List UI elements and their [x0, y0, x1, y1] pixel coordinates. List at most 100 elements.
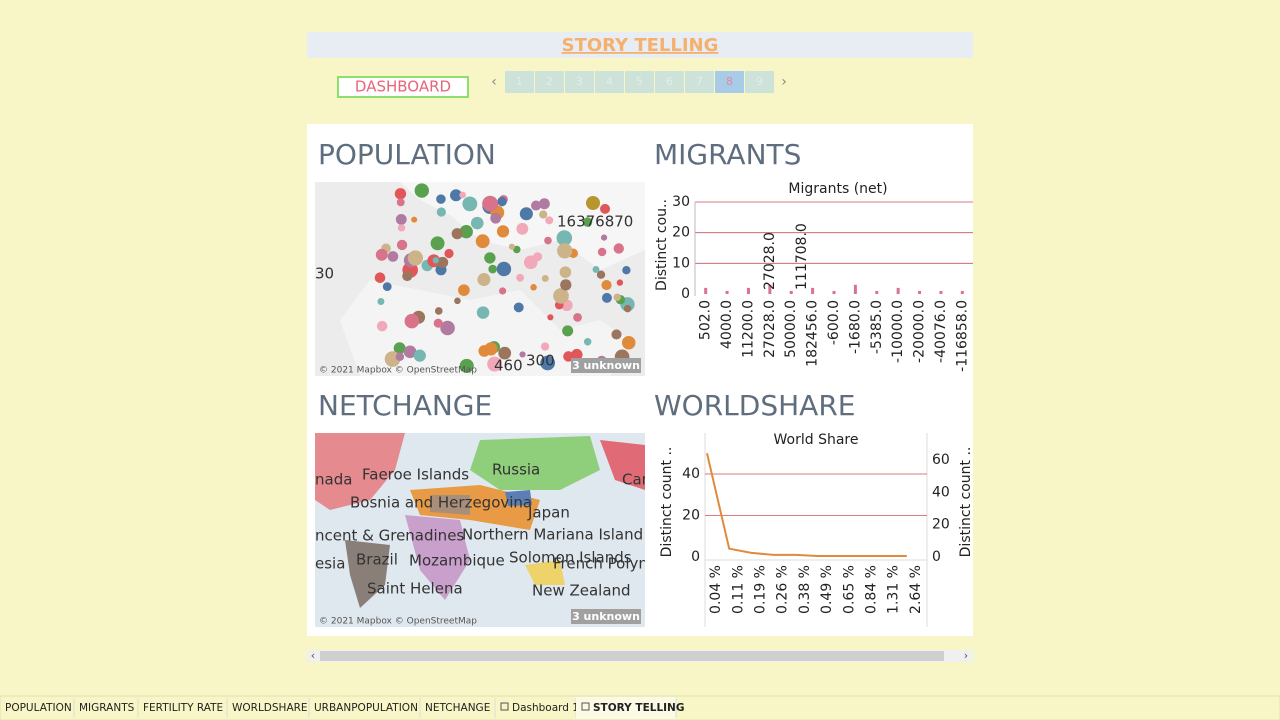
tab[interactable]: POPULATION — [5, 702, 72, 714]
tab-active[interactable] — [576, 697, 676, 719]
map-label: 30 — [315, 265, 334, 283]
x-tick-label: 4000.0 — [719, 300, 735, 349]
tab[interactable]: NETCHANGE — [425, 702, 490, 714]
tab-icon — [581, 702, 590, 711]
map-bubble — [616, 279, 624, 286]
tab[interactable]: FERTILITY RATE — [143, 702, 223, 714]
tab[interactable]: MIGRANTS — [79, 702, 135, 714]
x-tick-label: 0.11 % — [730, 565, 746, 614]
scroll-left[interactable]: ‹ — [311, 649, 315, 662]
country — [405, 515, 470, 600]
x-tick-label: 0.26 % — [775, 565, 791, 614]
x-tick-label: 502.0 — [698, 300, 714, 340]
scrollbar-thumb[interactable] — [320, 651, 944, 661]
scroll-right[interactable]: › — [964, 649, 968, 662]
y2-axis-label: Distinct count .. — [958, 447, 974, 558]
page-number[interactable]: 2 — [546, 75, 553, 88]
tab[interactable]: WORLDSHARE — [232, 702, 308, 714]
map-bubble — [459, 358, 474, 374]
map-bubble — [586, 196, 600, 210]
x-tick-label: 1.31 % — [886, 565, 902, 614]
x-tick-label: 0.84 % — [864, 565, 880, 614]
x-tick-label: -10000.0 — [890, 300, 906, 363]
map-bubble — [397, 224, 406, 232]
page-number[interactable]: 8 — [726, 75, 733, 88]
map-bubble — [434, 307, 443, 315]
bar — [960, 290, 964, 294]
page-button[interactable] — [655, 71, 684, 93]
page-number[interactable]: 5 — [636, 75, 643, 88]
map-bubble — [393, 342, 406, 355]
page-button[interactable] — [715, 71, 744, 93]
page-number[interactable]: 9 — [756, 75, 763, 88]
tab[interactable]: URBANPOPULATION — [314, 702, 418, 714]
page-button[interactable] — [565, 71, 594, 93]
unknown-label[interactable]: 3 unknown — [572, 610, 640, 623]
tab[interactable]: STORY TELLING — [593, 702, 684, 714]
map-bubble — [433, 318, 443, 328]
y-tick-label: 10 — [672, 255, 690, 271]
country — [505, 490, 532, 506]
bar — [768, 284, 772, 294]
x-tick-label: 27028.0 — [762, 300, 778, 358]
dashboard-button-label[interactable]: DASHBOARD — [355, 78, 451, 96]
country — [600, 440, 645, 490]
page-button[interactable] — [745, 71, 774, 93]
page-button[interactable] — [505, 71, 534, 93]
map-bubble — [377, 298, 385, 306]
bar — [704, 287, 708, 294]
annotation: 111708.0 — [794, 223, 810, 290]
map-bubble — [436, 194, 446, 204]
page-button[interactable] — [595, 71, 624, 93]
map-bubble — [458, 284, 470, 296]
map-bubble — [508, 243, 516, 250]
page-button[interactable] — [685, 71, 714, 93]
map-bubble — [475, 234, 490, 249]
page-number[interactable]: 1 — [516, 75, 523, 88]
chart-title: World Share — [774, 432, 859, 448]
unknown-badge[interactable] — [571, 358, 641, 373]
map-bubble — [583, 338, 592, 346]
unknown-label[interactable]: 3 unknown — [572, 359, 640, 372]
map-bubble — [540, 342, 550, 351]
page-number[interactable]: 4 — [606, 75, 613, 88]
map-bubble — [530, 200, 542, 211]
map-bubble — [601, 292, 612, 303]
map-bubble — [613, 293, 621, 301]
map-bubble — [600, 234, 608, 241]
map-bubble — [404, 313, 420, 329]
y2-tick-label: 60 — [932, 452, 950, 468]
annotation: 27028.0 — [762, 232, 778, 290]
map-bubble — [403, 345, 417, 359]
bar — [853, 284, 857, 294]
story-title: STORY TELLING — [562, 35, 719, 56]
map-bubble — [498, 346, 512, 360]
x-tick-label: 2.64 % — [908, 565, 924, 614]
country — [430, 495, 470, 515]
map-label: nada — [315, 471, 352, 489]
country — [470, 436, 600, 490]
map-bubble — [556, 230, 573, 246]
map-bubble — [622, 266, 631, 275]
map-bubble — [382, 282, 392, 292]
map-bubble — [395, 352, 405, 361]
map-bubble — [516, 273, 524, 282]
y2-tick-label: 40 — [932, 484, 950, 500]
map-bubble — [411, 216, 418, 223]
page-button[interactable] — [535, 71, 564, 93]
map-label: Car — [622, 471, 649, 489]
page-button[interactable] — [625, 71, 654, 93]
map-bubble — [596, 270, 606, 279]
next-arrow[interactable]: › — [781, 74, 787, 90]
unknown-badge[interactable] — [571, 609, 641, 624]
page-number[interactable]: 7 — [696, 75, 703, 88]
page-number[interactable]: 6 — [666, 75, 673, 88]
page-number[interactable]: 3 — [576, 75, 583, 88]
map-bubble — [451, 228, 463, 240]
map-label: esia — [315, 555, 345, 573]
tab[interactable]: Dashboard 1 — [512, 702, 579, 714]
map-bubble — [553, 288, 569, 304]
y-tick-label: 40 — [682, 466, 700, 482]
dashboard-button[interactable] — [337, 76, 469, 98]
prev-arrow[interactable]: ‹ — [491, 74, 497, 90]
